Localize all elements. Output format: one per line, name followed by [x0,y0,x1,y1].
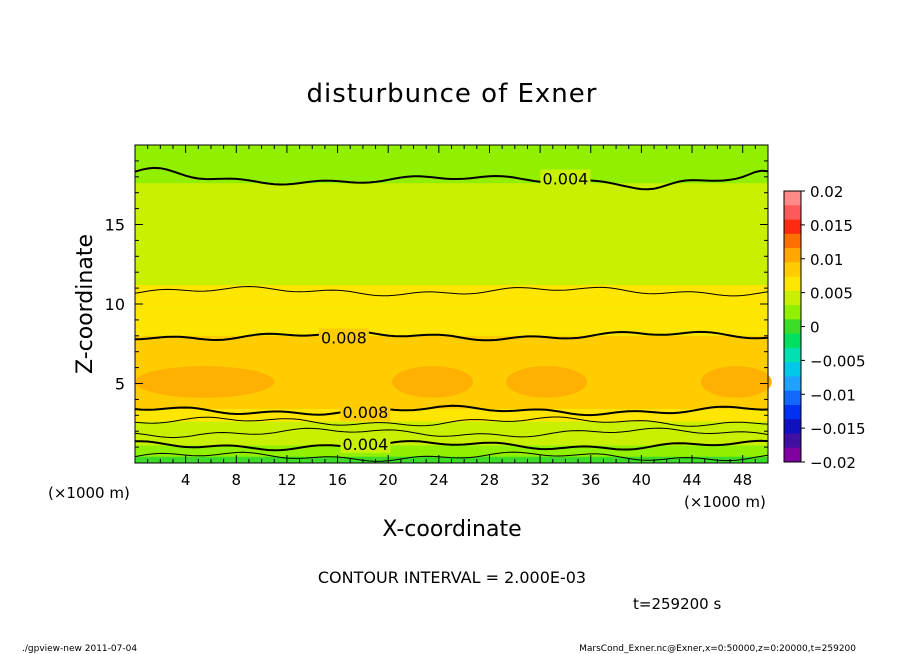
colorbar-tick-label: −0.02 [810,454,856,472]
colorbar-tick-label: 0 [810,319,820,337]
maximum-region [391,366,474,398]
contour-line [134,285,769,297]
colorbar-tick-label: 0.01 [810,251,843,269]
colorbar-tick-label: 0.005 [810,285,853,303]
x-tick-label: 40 [632,471,651,489]
plot-area: 0.004 0.008 0.008 0.004 [134,144,772,464]
contour-line [134,427,769,439]
time-label: t=259200 s [633,595,721,613]
contour-lines [134,166,769,462]
contour-line [134,416,769,427]
colorbar-segment [784,362,801,377]
colorbar-tick-label: 0.02 [810,183,843,201]
colorbar-segment [784,333,801,349]
colorbar-segment [784,319,801,335]
colorbar-segment [784,390,801,406]
color-band [135,248,768,285]
chart-title: disturbunce of Exner [307,79,598,109]
x-tick-label: 24 [429,471,448,489]
colorbar-segment [784,276,801,292]
x-tick-label: 20 [379,471,398,489]
x-unit-label: (×1000 m) [684,493,766,511]
x-tick-label: 12 [277,471,296,489]
x-tick-label: 44 [682,471,701,489]
contour-line [134,330,769,342]
colorbar-segment [784,447,801,463]
contour-label-bg [340,403,391,422]
color-band [135,421,768,433]
x-axis-label: X-coordinate [382,517,521,542]
x-tick-label: 8 [232,471,242,489]
colorbar-tick-label: −0.015 [810,420,866,438]
y-tick-label: 5 [115,375,125,394]
color-band [135,308,768,336]
color-band [135,432,768,446]
colorbar-tick-label: 0.015 [810,217,853,235]
color-band [135,284,768,309]
maximum-region [505,366,587,398]
contour-label: 0.008 [321,328,367,347]
contour-line [134,404,769,417]
colorbar-segment [784,404,801,420]
colorbar-segment [784,191,801,206]
contour-label-bg [340,434,391,453]
color-band [135,145,768,184]
colorbar-segment [784,290,801,306]
maximum-region [700,366,772,398]
contour-label: 0.004 [543,169,589,188]
contour-line [134,439,769,452]
x-axis-ticks: 4 8 12 16 20 24 28 32 36 40 44 48 [147,145,756,489]
colorbar-segment [784,347,801,363]
x-tick-label: 48 [733,471,752,489]
color-bands [135,145,768,463]
contour-labels: 0.004 0.008 0.008 0.004 [318,169,591,454]
footer-right: MarsCond_Exner.nc@Exner,x=0:50000,z=0:20… [579,644,856,654]
contour-label-bg [540,169,591,188]
x-tick-label: 36 [581,471,600,489]
colorbar-segment [784,205,801,221]
colorbar-segment [784,262,801,278]
contour-line [134,166,769,191]
colorbar-segment [784,233,801,249]
footer-left: ./gpview-new 2011-07-04 [22,644,137,654]
y-axis-label: Z-coordinate [73,234,98,374]
contour-interval-text: CONTOUR INTERVAL = 2.000E-03 [318,568,586,587]
colorbar-tick-labels: 0.02 0.015 0.01 0.005 0 −0.005 −0.01 −0.015 −0.0… [801,183,866,472]
colorbar-tick-label: −0.005 [810,352,866,370]
y-unit-label: (×1000 m) [48,484,130,502]
maxima-regions [135,366,772,398]
colorbar-segment [784,376,801,392]
x-tick-label: 32 [531,471,550,489]
color-band [135,183,768,249]
colorbar-segment [784,248,801,263]
colorbar-segment [784,433,801,449]
y-tick-label: 15 [105,216,125,235]
colorbar [783,190,802,463]
x-tick-label: 16 [328,471,347,489]
colorbar-segment [784,219,801,235]
contour-line [134,451,769,462]
y-axis-ticks: 5 10 15 [105,160,768,448]
contour-label: 0.008 [343,403,389,422]
contour-label-bg [318,328,369,347]
colorbar-segment [784,305,801,320]
maximum-region [135,366,275,398]
contour-label: 0.004 [343,435,389,454]
colorbar-segment [784,419,801,434]
color-band [135,445,768,457]
colorbar-tick-label: −0.01 [810,386,856,404]
y-tick-label: 10 [105,295,125,314]
x-tick-label: 28 [480,471,499,489]
x-tick-label: 4 [181,471,191,489]
